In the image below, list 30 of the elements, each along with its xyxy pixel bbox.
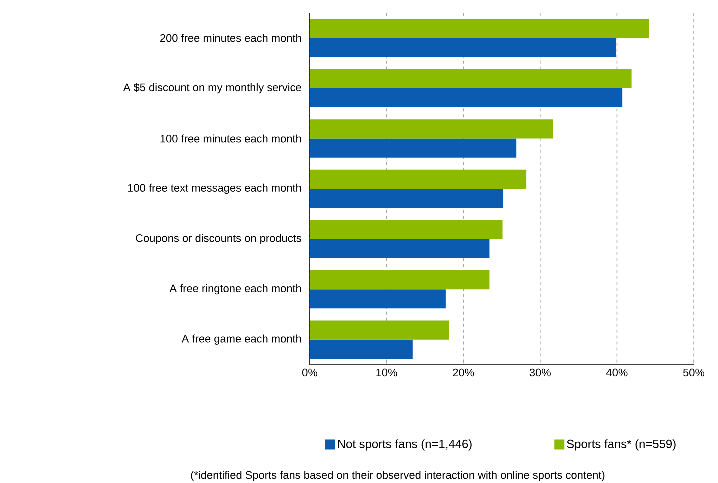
y-tick-label: 200 free minutes each month xyxy=(160,34,302,42)
x-tick-label: 0% xyxy=(302,368,318,377)
x-tick-label: 20% xyxy=(453,368,474,377)
bar xyxy=(310,170,527,190)
x-tick-label: 40% xyxy=(606,368,628,377)
bar xyxy=(310,239,490,258)
y-tick-label: Coupons or discounts on products xyxy=(136,234,302,244)
bar xyxy=(310,88,623,108)
bar xyxy=(310,19,650,38)
legend-label: Sports fans* (n=559) xyxy=(567,440,676,451)
bar xyxy=(310,290,446,309)
x-tick-label: 50% xyxy=(683,368,705,377)
bar xyxy=(310,220,503,240)
x-tick-label: 30% xyxy=(530,368,551,377)
bar xyxy=(310,270,490,290)
y-tick-label: A $5 discount on my monthly service xyxy=(123,83,302,94)
bar xyxy=(310,189,504,208)
legend-label: Not sports fans (n=1,446) xyxy=(338,440,472,451)
bar xyxy=(310,138,517,158)
bar xyxy=(310,69,632,88)
y-tick-label: 100 free minutes each month xyxy=(160,134,302,143)
text: (*identified Sports fans based on their observed interaction with online sports content) xyxy=(191,471,605,482)
y-tick-label: A free ringtone each month xyxy=(170,284,302,295)
bar xyxy=(310,120,554,139)
bar xyxy=(310,320,450,340)
y-tick-label: 100 free text messages each month xyxy=(128,184,302,194)
y-tick-label: A free game each month xyxy=(182,334,302,345)
bar xyxy=(310,340,413,359)
bar xyxy=(310,38,616,58)
x-tick-label: 10% xyxy=(376,368,398,377)
